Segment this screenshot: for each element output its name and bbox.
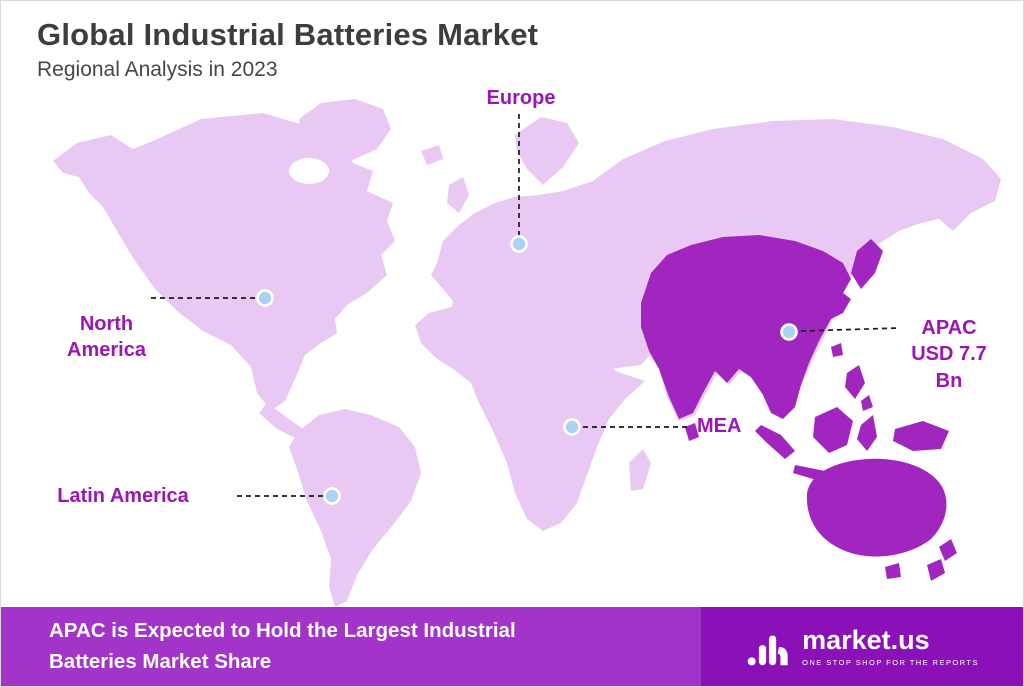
region-label-north-america: North America xyxy=(49,311,164,364)
map-south-america xyxy=(289,409,421,607)
map-philippines-south xyxy=(861,395,873,411)
map-central-america xyxy=(259,403,303,439)
map-madagascar xyxy=(629,449,651,491)
map-iceland xyxy=(421,145,443,165)
market-us-logo-icon xyxy=(747,635,788,665)
marker-dot-latin-america xyxy=(323,487,341,505)
map-sulawesi xyxy=(857,415,877,451)
map-apac-mainland xyxy=(641,235,851,419)
page-subtitle: Regional Analysis in 2023 xyxy=(37,58,278,81)
map-scandinavia xyxy=(515,117,579,185)
page-title: Global Industrial Batteries Market xyxy=(37,17,539,52)
map-taiwan xyxy=(831,343,843,357)
map-north-america xyxy=(53,113,395,411)
map-africa xyxy=(415,297,645,531)
header: Global Industrial Batteries Market Regio… xyxy=(37,17,538,82)
marker-dot-mea xyxy=(563,418,581,436)
footer-caption-section: APAC is Expected to Hold the Largest Ind… xyxy=(1,607,701,686)
region-label-apac-unit: Bn xyxy=(935,369,963,392)
map-hudson-bay xyxy=(289,158,329,184)
region-label-north-america-line2: America xyxy=(67,339,146,362)
marker-dot-apac xyxy=(780,323,798,341)
region-label-apac: APAC USD 7.7 Bn xyxy=(901,315,997,394)
footer-brand-section: market.us ONE STOP SHOP FOR THE REPORTS xyxy=(701,607,1023,686)
map-tasmania xyxy=(885,563,901,579)
region-label-north-america-line1: North xyxy=(79,313,134,335)
region-label-apac-name: APAC xyxy=(921,317,977,339)
map-australia xyxy=(806,458,947,557)
map-new-zealand-south xyxy=(927,559,945,581)
map-new-guinea xyxy=(893,421,949,451)
map-new-zealand-north xyxy=(939,539,957,561)
region-label-europe-text: Europe xyxy=(486,87,556,109)
brand-lockup: market.us ONE STOP SHOP FOR THE REPORTS xyxy=(745,624,979,670)
map-japan xyxy=(851,239,883,289)
brand-tagline: ONE STOP SHOP FOR THE REPORTS xyxy=(802,657,979,667)
region-label-mea: MEA xyxy=(697,413,777,439)
map-sumatra xyxy=(755,425,795,459)
map-borneo xyxy=(813,407,853,453)
region-label-latin-america: Latin America xyxy=(35,483,211,509)
region-label-mea-text: MEA xyxy=(697,415,742,437)
map-britain xyxy=(447,177,469,213)
region-label-apac-value: USD 7.7 xyxy=(911,343,987,366)
map-philippines xyxy=(845,365,865,399)
footer-caption: APAC is Expected to Hold the Largest Ind… xyxy=(49,618,516,673)
region-label-latin-america-text: Latin America xyxy=(57,485,189,507)
map-sri-lanka xyxy=(685,423,699,441)
brand-name: market.us xyxy=(802,624,930,655)
brand-text: market.us ONE STOP SHOP FOR THE REPORTS xyxy=(802,624,979,667)
marker-dot-europe xyxy=(510,235,528,253)
footer-banner: APAC is Expected to Hold the Largest Ind… xyxy=(1,607,1023,686)
region-label-europe: Europe xyxy=(461,85,581,111)
leader-line-apac xyxy=(800,327,900,332)
marker-dot-north-america xyxy=(256,289,274,307)
